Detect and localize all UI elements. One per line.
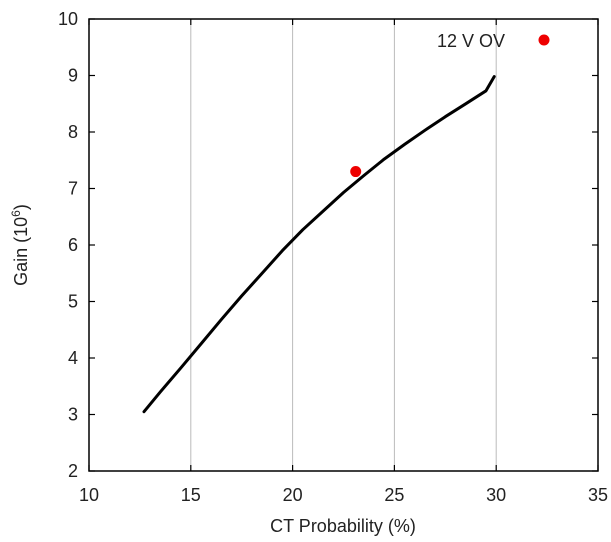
x-tick-label: 20 [283,485,303,505]
y-tick-label: 4 [68,348,78,368]
y-axis-title-close: ) [11,204,31,210]
legend-label: 12 V OV [437,31,505,51]
y-tick-label: 3 [68,405,78,425]
x-tick-label: 10 [79,485,99,505]
x-tick-label: 35 [588,485,608,505]
y-tick-label: 2 [68,461,78,481]
y-axis-title: Gain (106) [9,204,31,286]
y-tick-label: 10 [58,9,78,29]
y-tick-label: 9 [68,66,78,86]
y-tick-label: 6 [68,235,78,255]
x-tick-label: 30 [486,485,506,505]
series-layer [142,75,496,414]
legend: 12 V OV [437,31,550,51]
ov-data-point [350,166,362,178]
y-tick-label: 7 [68,179,78,199]
tick-labels: 10 15 20 25 30 35 2 3 4 5 6 7 8 9 10 [58,9,608,505]
y-tick-label: 8 [68,122,78,142]
x-tick-label: 25 [384,485,404,505]
legend-marker [538,34,550,46]
x-axis-title: CT Probability (%) [270,516,416,536]
grid-lines [190,19,497,471]
gain-curve [142,75,496,414]
ticks [88,18,599,472]
y-axis-title-base: Gain (10 [11,217,31,286]
x-tick-label: 15 [181,485,201,505]
plot-frame [88,18,599,472]
y-tick-label: 5 [68,292,78,312]
y-axis-title-exponent: 6 [9,210,23,217]
